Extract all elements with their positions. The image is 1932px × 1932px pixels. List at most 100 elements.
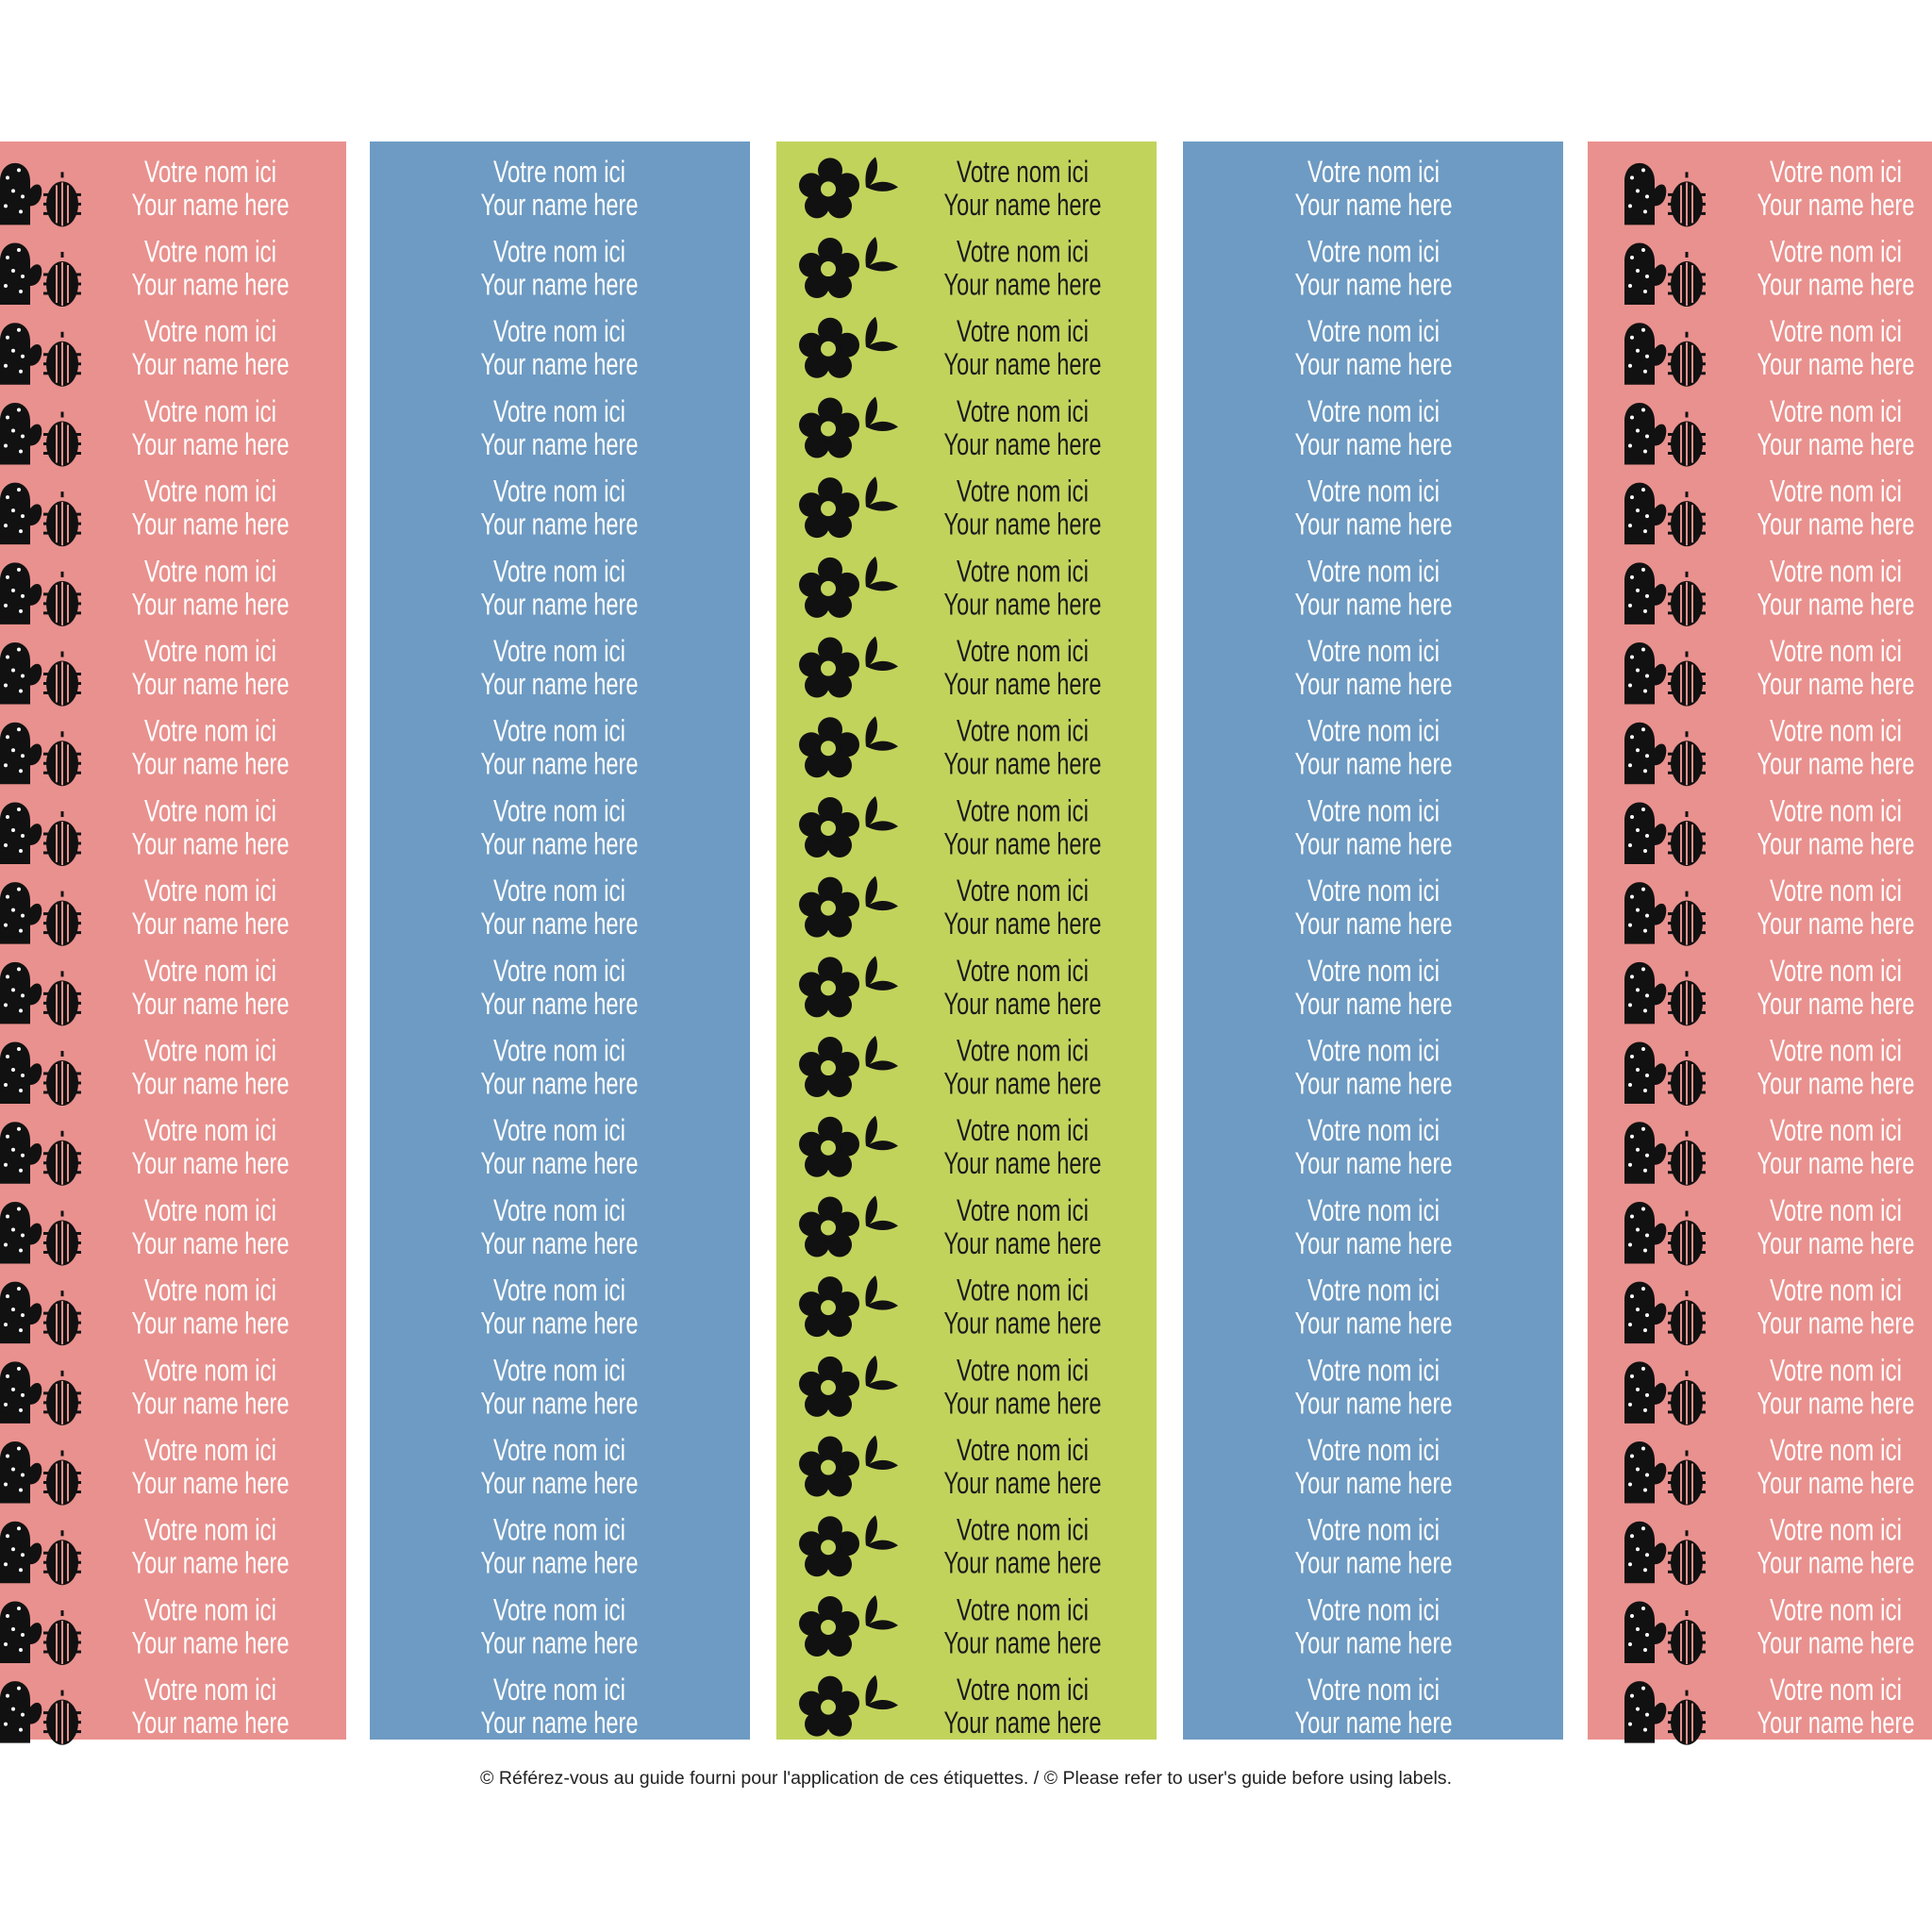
label-line-2: Your name here (1295, 587, 1453, 621)
label-line-1: Votre nom ici (493, 1353, 625, 1387)
label-line-1: Votre nom ici (957, 394, 1089, 428)
label-line-2: Your name here (944, 1546, 1102, 1580)
label-line-1: Votre nom ici (1307, 1034, 1440, 1068)
label-line-1: Votre nom ici (493, 1592, 625, 1626)
label-line-1: Votre nom ici (144, 1513, 276, 1547)
label-line-2: Your name here (132, 1625, 290, 1659)
label-line-1: Votre nom ici (957, 1513, 1089, 1547)
label-line-2: Your name here (481, 508, 639, 541)
label-line-1: Votre nom ici (957, 554, 1089, 588)
label-line-1: Votre nom ici (957, 155, 1089, 189)
label-line-1: Votre nom ici (957, 1592, 1089, 1626)
label-line-1: Votre nom ici (1770, 554, 1902, 588)
label-line-2: Your name here (1757, 347, 1915, 381)
label-line-2: Your name here (1757, 1546, 1915, 1580)
label-line-1: Votre nom ici (957, 1034, 1089, 1068)
label-line-1: Votre nom ici (144, 394, 276, 428)
label-line-2: Your name here (481, 1146, 639, 1180)
label-line-1: Votre nom ici (1770, 1274, 1902, 1307)
label-line-1: Votre nom ici (957, 1433, 1089, 1467)
label-line-1: Votre nom ici (1307, 793, 1440, 827)
label-line-1: Votre nom ici (493, 235, 625, 269)
label-line-1: Votre nom ici (1307, 235, 1440, 269)
label-line-2: Your name here (944, 667, 1102, 701)
label-line-2: Your name here (132, 747, 290, 781)
label-line-2: Your name here (1757, 1386, 1915, 1420)
label-line-1: Votre nom ici (1770, 714, 1902, 748)
label-line-1: Votre nom ici (493, 1113, 625, 1147)
label-line-2: Your name here (481, 1386, 639, 1420)
label-line-2: Your name here (944, 747, 1102, 781)
label-line-2: Your name here (944, 907, 1102, 941)
label-line-2: Your name here (481, 1466, 639, 1500)
label-line-1: Votre nom ici (1770, 954, 1902, 988)
label-line-1: Votre nom ici (144, 155, 276, 189)
label-line-1: Votre nom ici (493, 1513, 625, 1547)
label-line-2: Your name here (481, 587, 639, 621)
footer-note: © Référez-vous au guide fourni pour l'ap… (480, 1769, 1452, 1789)
label-line-2: Your name here (132, 1307, 290, 1341)
label-line-2: Your name here (944, 1146, 1102, 1180)
label-line-1: Votre nom ici (144, 954, 276, 988)
label-line-1: Votre nom ici (1307, 874, 1440, 908)
label-line-2: Your name here (1295, 987, 1453, 1021)
label-line-1: Votre nom ici (957, 1113, 1089, 1147)
label-line-2: Your name here (944, 1386, 1102, 1420)
label-line-1: Votre nom ici (1770, 1433, 1902, 1467)
label-line-1: Votre nom ici (957, 793, 1089, 827)
label-line-2: Your name here (1757, 1146, 1915, 1180)
label-line-1: Votre nom ici (144, 634, 276, 668)
label-line-2: Your name here (481, 1226, 639, 1260)
label-line-1: Votre nom ici (1770, 475, 1902, 508)
label-line-1: Votre nom ici (1307, 314, 1440, 348)
label-line-1: Votre nom ici (144, 714, 276, 748)
label-line-2: Your name here (481, 1067, 639, 1101)
label-line-2: Your name here (944, 1226, 1102, 1260)
label-line-1: Votre nom ici (144, 793, 276, 827)
label-line-2: Your name here (1757, 987, 1915, 1021)
label-line-1: Votre nom ici (144, 1113, 276, 1147)
label-line-2: Your name here (944, 826, 1102, 860)
label-line-2: Your name here (1295, 427, 1453, 461)
label-line-1: Votre nom ici (1770, 1113, 1902, 1147)
label-line-1: Votre nom ici (1770, 1193, 1902, 1227)
label-line-1: Votre nom ici (957, 314, 1089, 348)
label-line-2: Your name here (944, 1706, 1102, 1740)
label-line-1: Votre nom ici (1307, 954, 1440, 988)
label-line-2: Your name here (1295, 347, 1453, 381)
label-line-2: Your name here (1757, 907, 1915, 941)
label-line-1: Votre nom ici (1307, 714, 1440, 748)
label-line-2: Your name here (1757, 667, 1915, 701)
label-line-2: Your name here (944, 268, 1102, 302)
label-line-2: Your name here (1295, 1466, 1453, 1500)
label-line-1: Votre nom ici (1307, 394, 1440, 428)
label-line-2: Your name here (481, 1706, 639, 1740)
label-line-2: Your name here (1757, 747, 1915, 781)
label-line-2: Your name here (132, 188, 290, 222)
label-line-2: Your name here (1757, 1706, 1915, 1740)
label-line-1: Votre nom ici (144, 1592, 276, 1626)
label-line-1: Votre nom ici (493, 874, 625, 908)
label-line-2: Your name here (944, 1307, 1102, 1341)
label-line-1: Votre nom ici (1307, 1193, 1440, 1227)
label-line-1: Votre nom ici (957, 874, 1089, 908)
label-line-1: Votre nom ici (144, 874, 276, 908)
label-line-2: Your name here (1757, 1625, 1915, 1659)
label-line-2: Your name here (132, 587, 290, 621)
label-line-1: Votre nom ici (1770, 155, 1902, 189)
label-line-1: Votre nom ici (1307, 1513, 1440, 1547)
label-line-1: Votre nom ici (493, 1274, 625, 1307)
label-line-1: Votre nom ici (493, 475, 625, 508)
label-line-2: Your name here (944, 987, 1102, 1021)
label-line-2: Your name here (944, 1067, 1102, 1101)
label-line-2: Your name here (132, 427, 290, 461)
label-line-2: Your name here (944, 427, 1102, 461)
label-line-2: Your name here (1295, 1386, 1453, 1420)
label-line-1: Votre nom ici (493, 793, 625, 827)
label-line-1: Votre nom ici (957, 954, 1089, 988)
label-line-1: Votre nom ici (1770, 1513, 1902, 1547)
label-line-2: Your name here (944, 587, 1102, 621)
label-line-2: Your name here (1757, 508, 1915, 541)
label-line-2: Your name here (1757, 188, 1915, 222)
label-line-2: Your name here (481, 747, 639, 781)
